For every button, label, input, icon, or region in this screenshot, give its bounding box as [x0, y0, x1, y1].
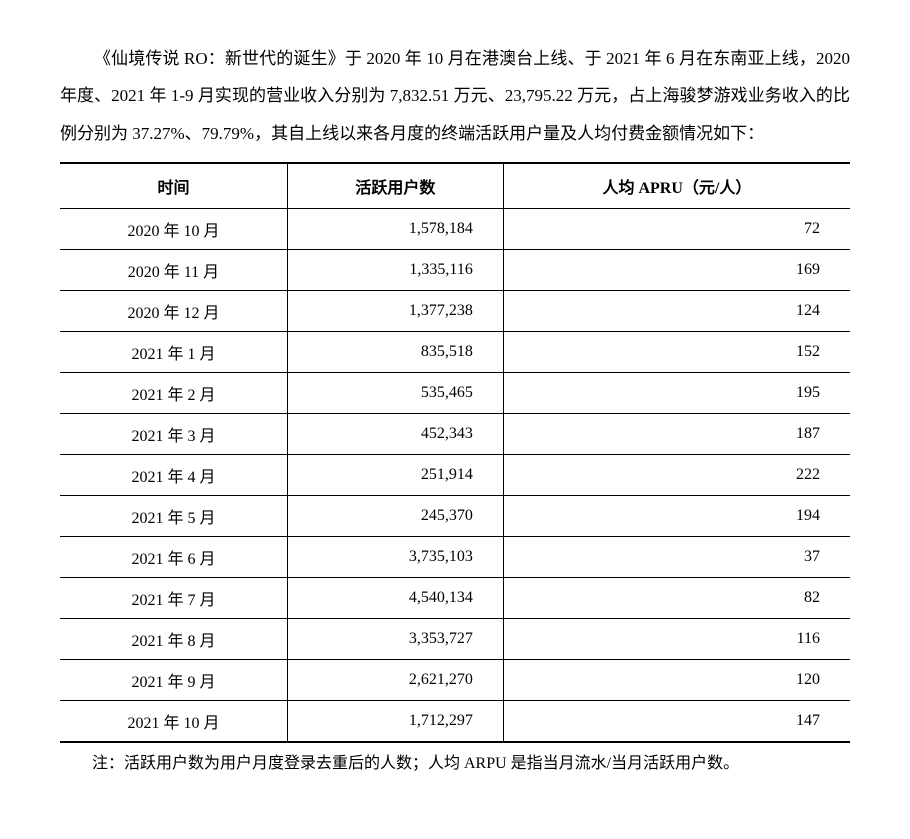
cell-users: 1,377,238 [287, 291, 503, 332]
cell-users: 1,335,116 [287, 250, 503, 291]
cell-users: 245,370 [287, 496, 503, 537]
table-row: 2021 年 1 月 835,518 152 [60, 332, 850, 373]
table-row: 2020 年 10 月 1,578,184 72 [60, 209, 850, 250]
cell-time: 2021 年 5 月 [60, 496, 287, 537]
cell-users: 535,465 [287, 373, 503, 414]
cell-time: 2020 年 11 月 [60, 250, 287, 291]
cell-time: 2021 年 10 月 [60, 701, 287, 743]
intro-paragraph: 《仙境传说 RO：新世代的诞生》于 2020 年 10 月在港澳台上线、于 20… [60, 40, 850, 152]
cell-time: 2021 年 9 月 [60, 660, 287, 701]
cell-users: 2,621,270 [287, 660, 503, 701]
table-row: 2020 年 12 月 1,377,238 124 [60, 291, 850, 332]
cell-time: 2020 年 10 月 [60, 209, 287, 250]
table-row: 2021 年 7 月 4,540,134 82 [60, 578, 850, 619]
table-row: 2021 年 10 月 1,712,297 147 [60, 701, 850, 743]
cell-time: 2021 年 2 月 [60, 373, 287, 414]
cell-arpu: 72 [503, 209, 850, 250]
table-header-row: 时间 活跃用户数 人均 APRU（元/人） [60, 163, 850, 209]
table-row: 2020 年 11 月 1,335,116 169 [60, 250, 850, 291]
table-row: 2021 年 9 月 2,621,270 120 [60, 660, 850, 701]
cell-time: 2020 年 12 月 [60, 291, 287, 332]
col-header-time: 时间 [60, 163, 287, 209]
cell-arpu: 187 [503, 414, 850, 455]
table-row: 2021 年 6 月 3,735,103 37 [60, 537, 850, 578]
table-row: 2021 年 2 月 535,465 195 [60, 373, 850, 414]
cell-arpu: 147 [503, 701, 850, 743]
cell-time: 2021 年 6 月 [60, 537, 287, 578]
cell-arpu: 222 [503, 455, 850, 496]
cell-arpu: 169 [503, 250, 850, 291]
cell-users: 4,540,134 [287, 578, 503, 619]
cell-time: 2021 年 1 月 [60, 332, 287, 373]
cell-users: 452,343 [287, 414, 503, 455]
cell-users: 251,914 [287, 455, 503, 496]
cell-users: 1,712,297 [287, 701, 503, 743]
cell-arpu: 195 [503, 373, 850, 414]
cell-arpu: 116 [503, 619, 850, 660]
table-row: 2021 年 5 月 245,370 194 [60, 496, 850, 537]
cell-arpu: 124 [503, 291, 850, 332]
cell-users: 835,518 [287, 332, 503, 373]
cell-time: 2021 年 3 月 [60, 414, 287, 455]
cell-arpu: 37 [503, 537, 850, 578]
cell-users: 1,578,184 [287, 209, 503, 250]
table-row: 2021 年 4 月 251,914 222 [60, 455, 850, 496]
cell-users: 3,735,103 [287, 537, 503, 578]
col-header-arpu: 人均 APRU（元/人） [503, 163, 850, 209]
table-row: 2021 年 8 月 3,353,727 116 [60, 619, 850, 660]
cell-time: 2021 年 7 月 [60, 578, 287, 619]
cell-arpu: 194 [503, 496, 850, 537]
col-header-active-users: 活跃用户数 [287, 163, 503, 209]
cell-arpu: 120 [503, 660, 850, 701]
table-note: 注：活跃用户数为用户月度登录去重后的人数；人均 ARPU 是指当月流水/当月活跃… [60, 748, 850, 780]
data-table: 时间 活跃用户数 人均 APRU（元/人） 2020 年 10 月 1,578,… [60, 162, 850, 743]
table-row: 2021 年 3 月 452,343 187 [60, 414, 850, 455]
cell-time: 2021 年 4 月 [60, 455, 287, 496]
cell-arpu: 152 [503, 332, 850, 373]
cell-arpu: 82 [503, 578, 850, 619]
cell-users: 3,353,727 [287, 619, 503, 660]
cell-time: 2021 年 8 月 [60, 619, 287, 660]
